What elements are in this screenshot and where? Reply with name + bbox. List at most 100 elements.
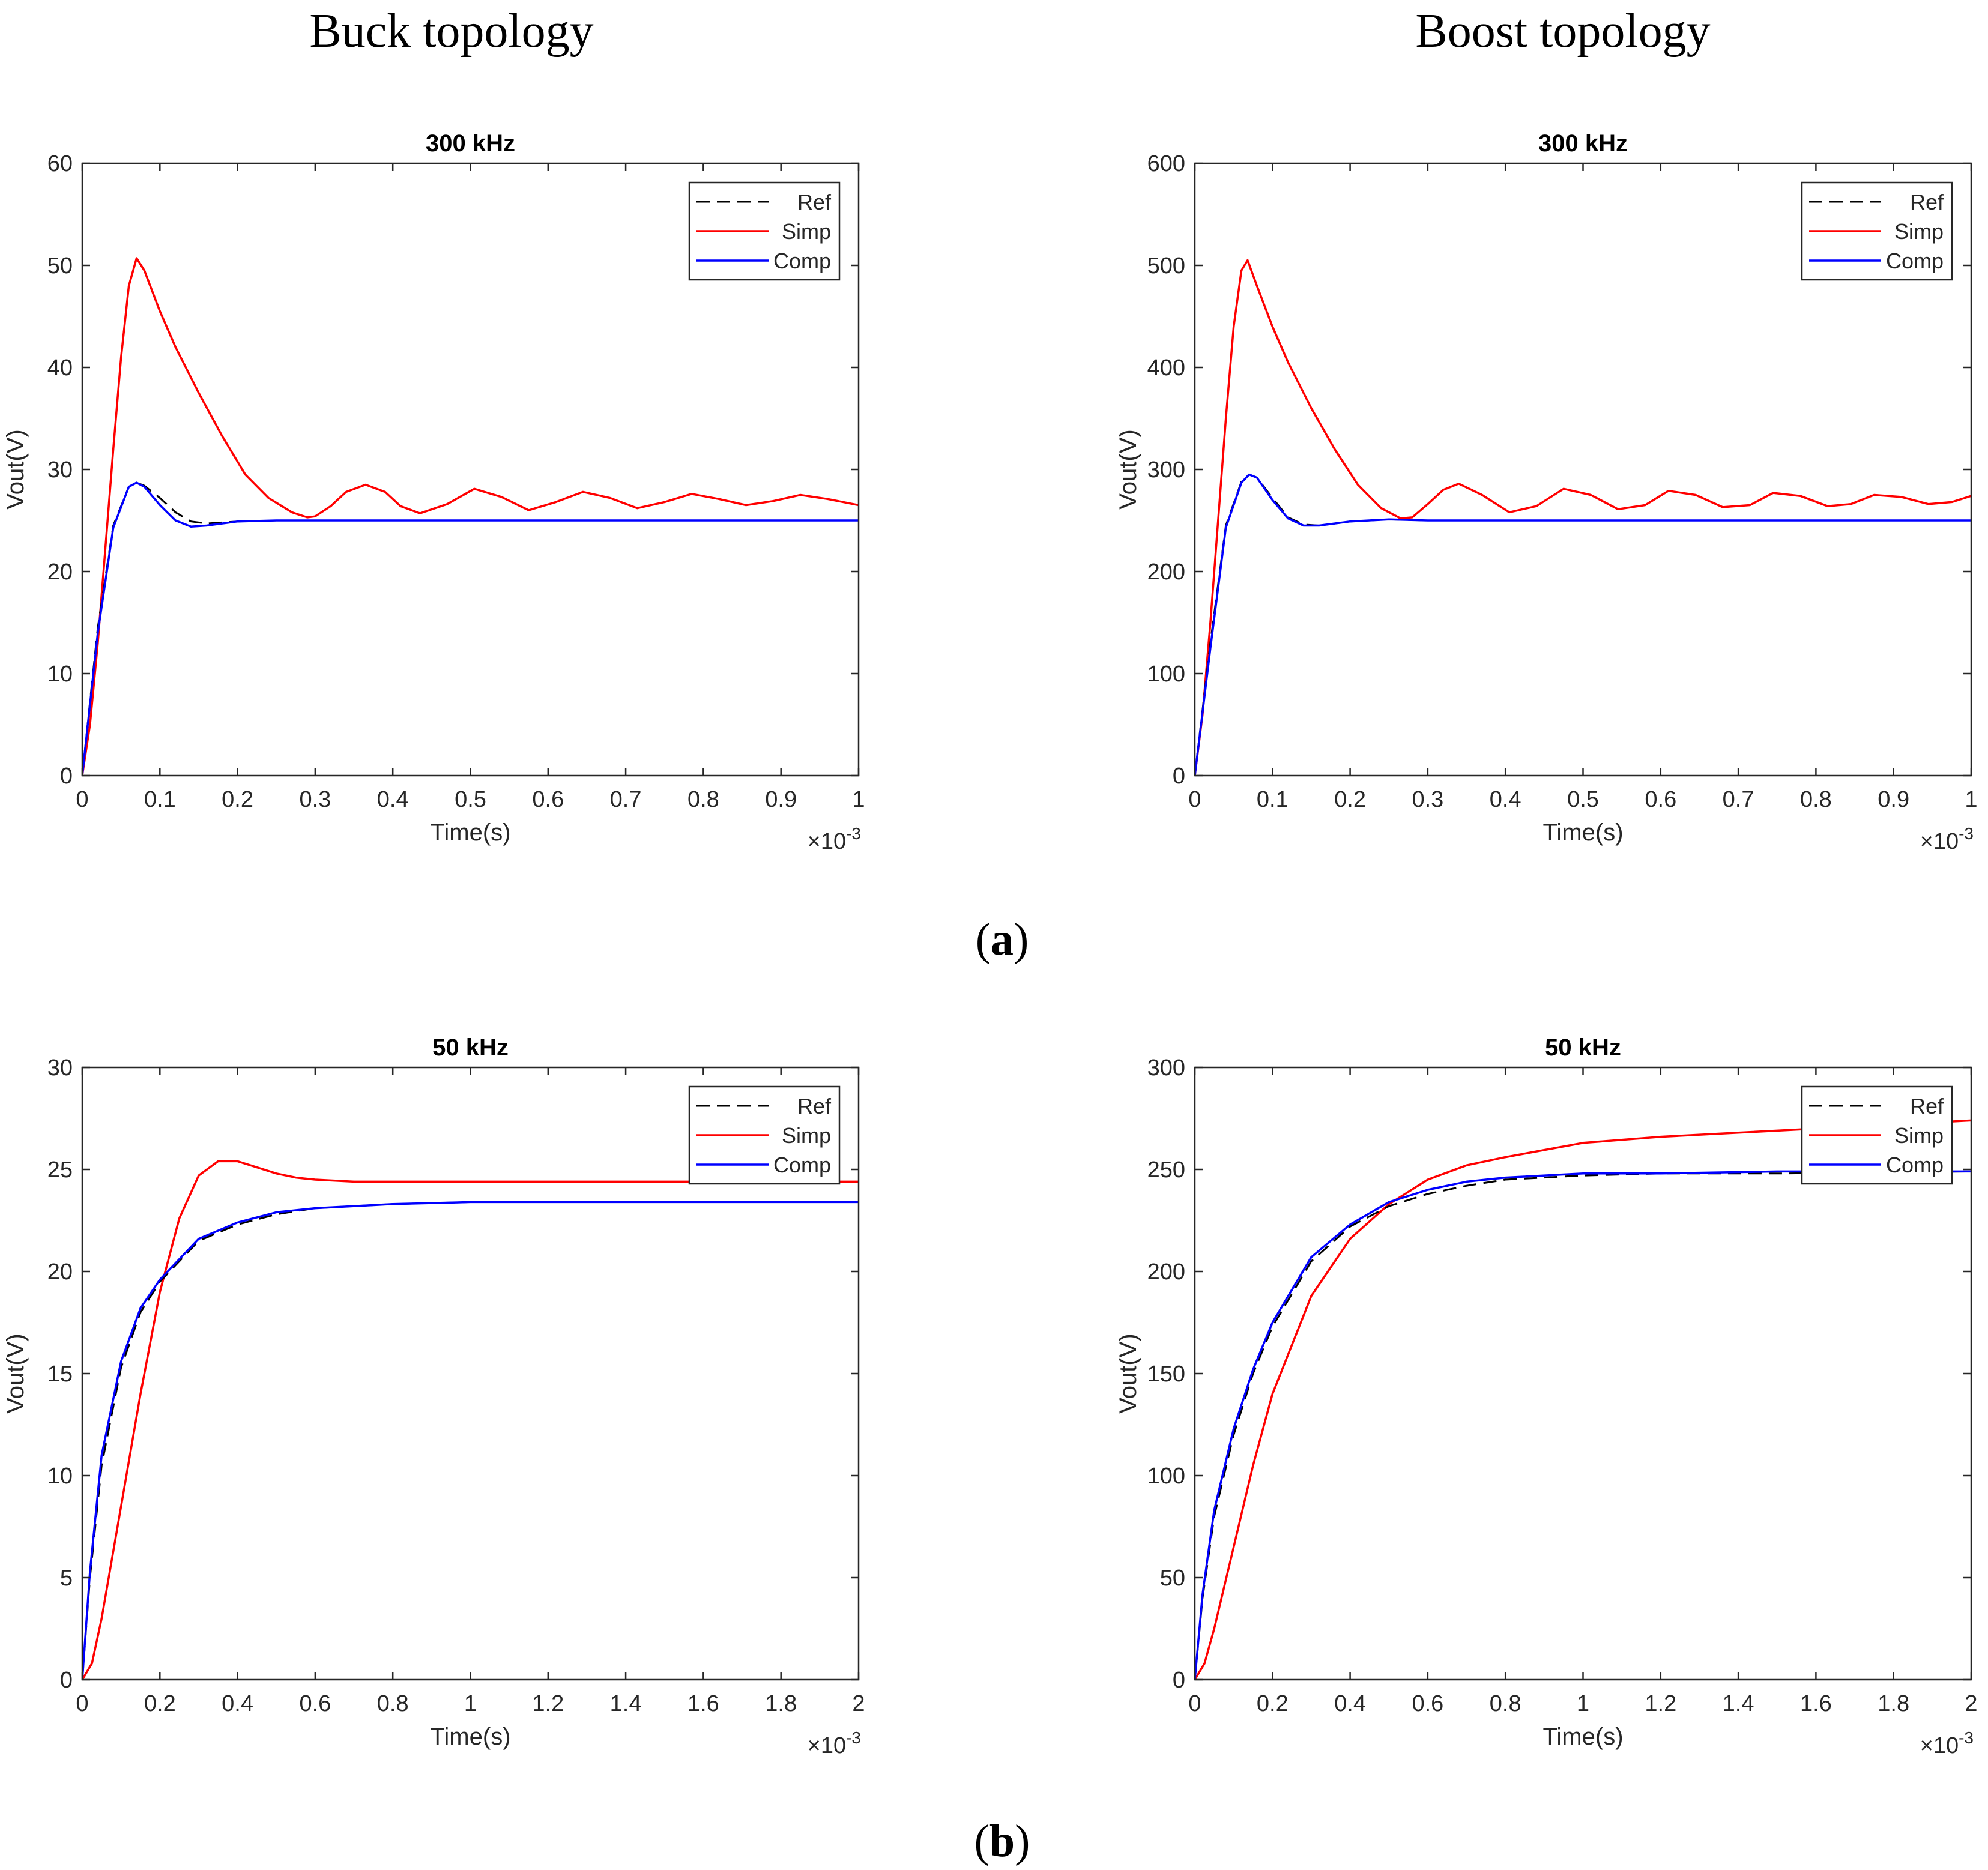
legend: Ref Simp Comp: [688, 181, 841, 281]
x-tick-label: 2: [1965, 1691, 1977, 1716]
y-tick-label: 60: [47, 151, 73, 176]
series-group: [1195, 259, 1971, 776]
x-tick-label: 0.7: [1723, 787, 1754, 812]
chart-title: 300 kHz: [1538, 130, 1628, 157]
x-axis-multiplier-base: ×10: [1920, 829, 1959, 854]
legend-label-ref: Ref: [797, 190, 832, 214]
y-tick-label: 40: [47, 355, 73, 381]
y-tick-label: 10: [47, 1464, 73, 1489]
legend-label-simp: Simp: [1894, 1123, 1944, 1148]
y-tick-label: 0: [1173, 764, 1185, 789]
x-tick-label: 1.2: [532, 1691, 564, 1716]
x-tick-label: 1.6: [1800, 1691, 1832, 1716]
series-group: [82, 257, 859, 776]
x-axis-multiplier: ×10-3: [808, 824, 861, 854]
x-tick-label: 1.4: [610, 1691, 642, 1716]
boost-column-title: Boost topology: [1415, 5, 1710, 58]
y-tick-label: 200: [1147, 559, 1185, 585]
y-tick-label: 20: [47, 559, 73, 585]
x-tick-label: 1.6: [687, 1691, 719, 1716]
y-tick-label: 100: [1147, 662, 1185, 687]
legend: Ref Simp Comp: [1801, 181, 1953, 281]
series-line-comp: [1195, 473, 1971, 776]
y-tick-label: 400: [1147, 355, 1185, 381]
x-tick-label: 0.2: [1257, 1691, 1289, 1716]
x-axis-multiplier-exponent: -3: [846, 1728, 861, 1747]
legend-label-simp: Simp: [782, 1123, 831, 1148]
caption-a: (a): [976, 914, 1029, 965]
y-tick-label: 600: [1147, 151, 1185, 176]
series-line-comp: [82, 1201, 859, 1680]
y-tick-label: 500: [1147, 253, 1185, 279]
caption-a-open: (: [976, 914, 991, 965]
y-tick-label: 15: [47, 1362, 73, 1387]
caption-b-letter: b: [989, 1816, 1015, 1866]
chart-title: 300 kHz: [426, 130, 515, 157]
x-axis-multiplier-base: ×10: [808, 829, 846, 854]
x-tick-label: 1.8: [1878, 1691, 1909, 1716]
x-tick-label: 0.6: [1645, 787, 1676, 812]
x-axis-multiplier-base: ×10: [1920, 1733, 1959, 1758]
y-tick-label: 0: [1173, 1668, 1185, 1693]
x-tick-label: 0.6: [1412, 1691, 1443, 1716]
x-tick-label: 1: [1965, 787, 1977, 812]
x-tick-label: 0.5: [455, 787, 486, 812]
y-tick-label: 50: [1160, 1566, 1185, 1591]
y-tick-label: 100: [1147, 1464, 1185, 1489]
x-axis-multiplier-exponent: -3: [1959, 1728, 1974, 1747]
x-axis-multiplier: ×10-3: [1920, 824, 1974, 854]
y-axis-label: Vout(V): [2, 429, 29, 509]
legend-label-ref: Ref: [1910, 1094, 1944, 1118]
x-tick-label: 0.3: [1412, 787, 1443, 812]
x-tick-label: 0.8: [1800, 787, 1832, 812]
x-axis-label: Time(s): [1542, 1724, 1623, 1750]
x-tick-label: 0.6: [299, 1691, 331, 1716]
x-tick-label: 0.2: [1334, 787, 1366, 812]
y-tick-label: 0: [60, 764, 73, 789]
series-line-simp: [82, 1160, 859, 1680]
series-line-simp: [82, 257, 859, 776]
legend-label-ref: Ref: [1910, 190, 1944, 214]
legend-label-simp: Simp: [1894, 219, 1944, 244]
legend-label-comp: Comp: [773, 1153, 831, 1177]
x-tick-label: 0.4: [222, 1691, 253, 1716]
legend-label-simp: Simp: [782, 219, 831, 244]
legend-label-ref: Ref: [797, 1094, 832, 1118]
x-axis-label: Time(s): [430, 1724, 510, 1750]
y-tick-label: 50: [47, 253, 73, 279]
x-tick-label: 1: [464, 1691, 477, 1716]
y-tick-label: 30: [47, 457, 73, 483]
caption-a-letter: a: [991, 914, 1014, 965]
x-tick-label: 0.7: [610, 787, 642, 812]
series-line-ref: [82, 1201, 859, 1680]
y-tick-label: 20: [47, 1259, 73, 1285]
legend: Ref Simp Comp: [688, 1085, 841, 1185]
caption-b: (b): [974, 1816, 1030, 1866]
x-axis-multiplier-exponent: -3: [846, 824, 861, 843]
y-tick-label: 250: [1147, 1157, 1185, 1183]
x-tick-label: 0.1: [1257, 787, 1289, 812]
x-tick-label: 1: [1577, 1691, 1589, 1716]
x-tick-label: 0.4: [1490, 787, 1521, 812]
y-tick-label: 300: [1147, 457, 1185, 483]
x-tick-label: 1.4: [1723, 1691, 1754, 1716]
buck-column-title: Buck topology: [309, 5, 593, 58]
series-line-comp: [82, 481, 859, 776]
x-tick-label: 0: [1188, 787, 1201, 812]
x-tick-label: 0.4: [377, 787, 409, 812]
legend-label-comp: Comp: [1886, 1153, 1944, 1177]
y-axis-label: Vout(V): [1115, 1333, 1141, 1413]
x-tick-label: 0.8: [377, 1691, 409, 1716]
legend-label-comp: Comp: [1886, 249, 1944, 273]
x-tick-label: 0: [76, 1691, 88, 1716]
x-tick-label: 1: [852, 787, 865, 812]
x-axis-multiplier-base: ×10: [808, 1733, 846, 1758]
x-tick-label: 0.9: [765, 787, 797, 812]
y-tick-label: 10: [47, 662, 73, 687]
chart-title: 50 kHz: [1545, 1034, 1621, 1061]
x-axis-multiplier: ×10-3: [808, 1728, 861, 1758]
x-tick-label: 1.2: [1645, 1691, 1676, 1716]
y-tick-label: 200: [1147, 1259, 1185, 1285]
x-tick-label: 0.9: [1878, 787, 1909, 812]
